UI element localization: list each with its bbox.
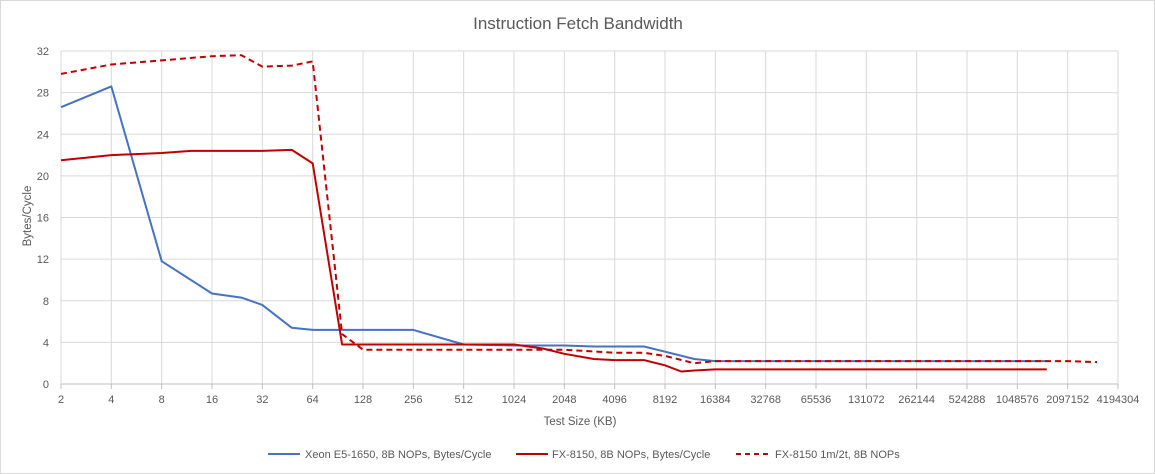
x-tick-label: 16 bbox=[206, 394, 218, 406]
y-tick-label: 0 bbox=[43, 379, 49, 391]
x-tick-label: 8 bbox=[159, 394, 165, 406]
series-line-1 bbox=[60, 148, 1047, 373]
x-tick-label: 65536 bbox=[801, 394, 832, 406]
x-tick-label: 2097152 bbox=[1046, 394, 1089, 406]
x-tick-label: 32 bbox=[256, 394, 268, 406]
x-tick-label: 4194304 bbox=[1097, 394, 1140, 406]
y-tick-label: 8 bbox=[43, 296, 49, 308]
legend: Xeon E5-1650, 8B NOPs, Bytes/Cycle FX-81… bbox=[268, 449, 900, 461]
x-tick-label: 32768 bbox=[750, 394, 781, 406]
y-tick-label: 12 bbox=[37, 254, 49, 266]
y-tick-label: 20 bbox=[37, 171, 49, 183]
gridlines bbox=[61, 50, 1119, 384]
x-tick-label: 512 bbox=[454, 394, 472, 406]
chart-title: Instruction Fetch Bandwidth bbox=[473, 14, 683, 33]
x-tick-label: 262144 bbox=[898, 394, 935, 406]
legend-label-fx8150: FX-8150, 8B NOPs, Bytes/Cycle bbox=[552, 449, 710, 461]
y-tick-label: 32 bbox=[37, 46, 49, 58]
x-tick-label: 131072 bbox=[848, 394, 885, 406]
x-tick-label: 16384 bbox=[700, 394, 731, 406]
y-tick-label: 28 bbox=[37, 88, 49, 100]
x-tick-label: 4 bbox=[108, 394, 114, 406]
series-lines bbox=[60, 54, 1098, 373]
x-tick-label: 4096 bbox=[602, 394, 626, 406]
x-tick-label: 128 bbox=[354, 394, 372, 406]
legend-label-fx8150-1m2t: FX-8150 1m/2t, 8B NOPs bbox=[775, 449, 900, 461]
x-tick-label: 64 bbox=[307, 394, 319, 406]
x-tick-label: 256 bbox=[404, 394, 422, 406]
series-line-2 bbox=[60, 54, 1098, 365]
x-tick-label: 2 bbox=[58, 394, 64, 406]
x-axis-label: Test Size (KB) bbox=[544, 416, 617, 428]
y-tick-label: 24 bbox=[37, 129, 49, 141]
x-tick-label: 8192 bbox=[653, 394, 677, 406]
y-tick-label: 4 bbox=[43, 337, 49, 349]
y-tick-labels: 0 4 8 12 16 20 24 28 32 bbox=[37, 46, 49, 391]
axes bbox=[60, 51, 1119, 389]
x-tick-label: 1024 bbox=[502, 394, 526, 406]
x-tick-label: 524288 bbox=[949, 394, 986, 406]
x-tick-label: 1048576 bbox=[996, 394, 1039, 406]
y-axis-label: Bytes/Cycle bbox=[22, 186, 34, 247]
legend-label-xeon: Xeon E5-1650, 8B NOPs, Bytes/Cycle bbox=[305, 449, 491, 461]
y-tick-label: 16 bbox=[37, 213, 49, 225]
x-tick-label: 2048 bbox=[552, 394, 576, 406]
series-line-0 bbox=[60, 85, 1047, 363]
x-tick-labels: 2 4 8 16 32 64 128 256 512 1024 2048 4096 8192 16384 3… bbox=[58, 394, 1139, 406]
